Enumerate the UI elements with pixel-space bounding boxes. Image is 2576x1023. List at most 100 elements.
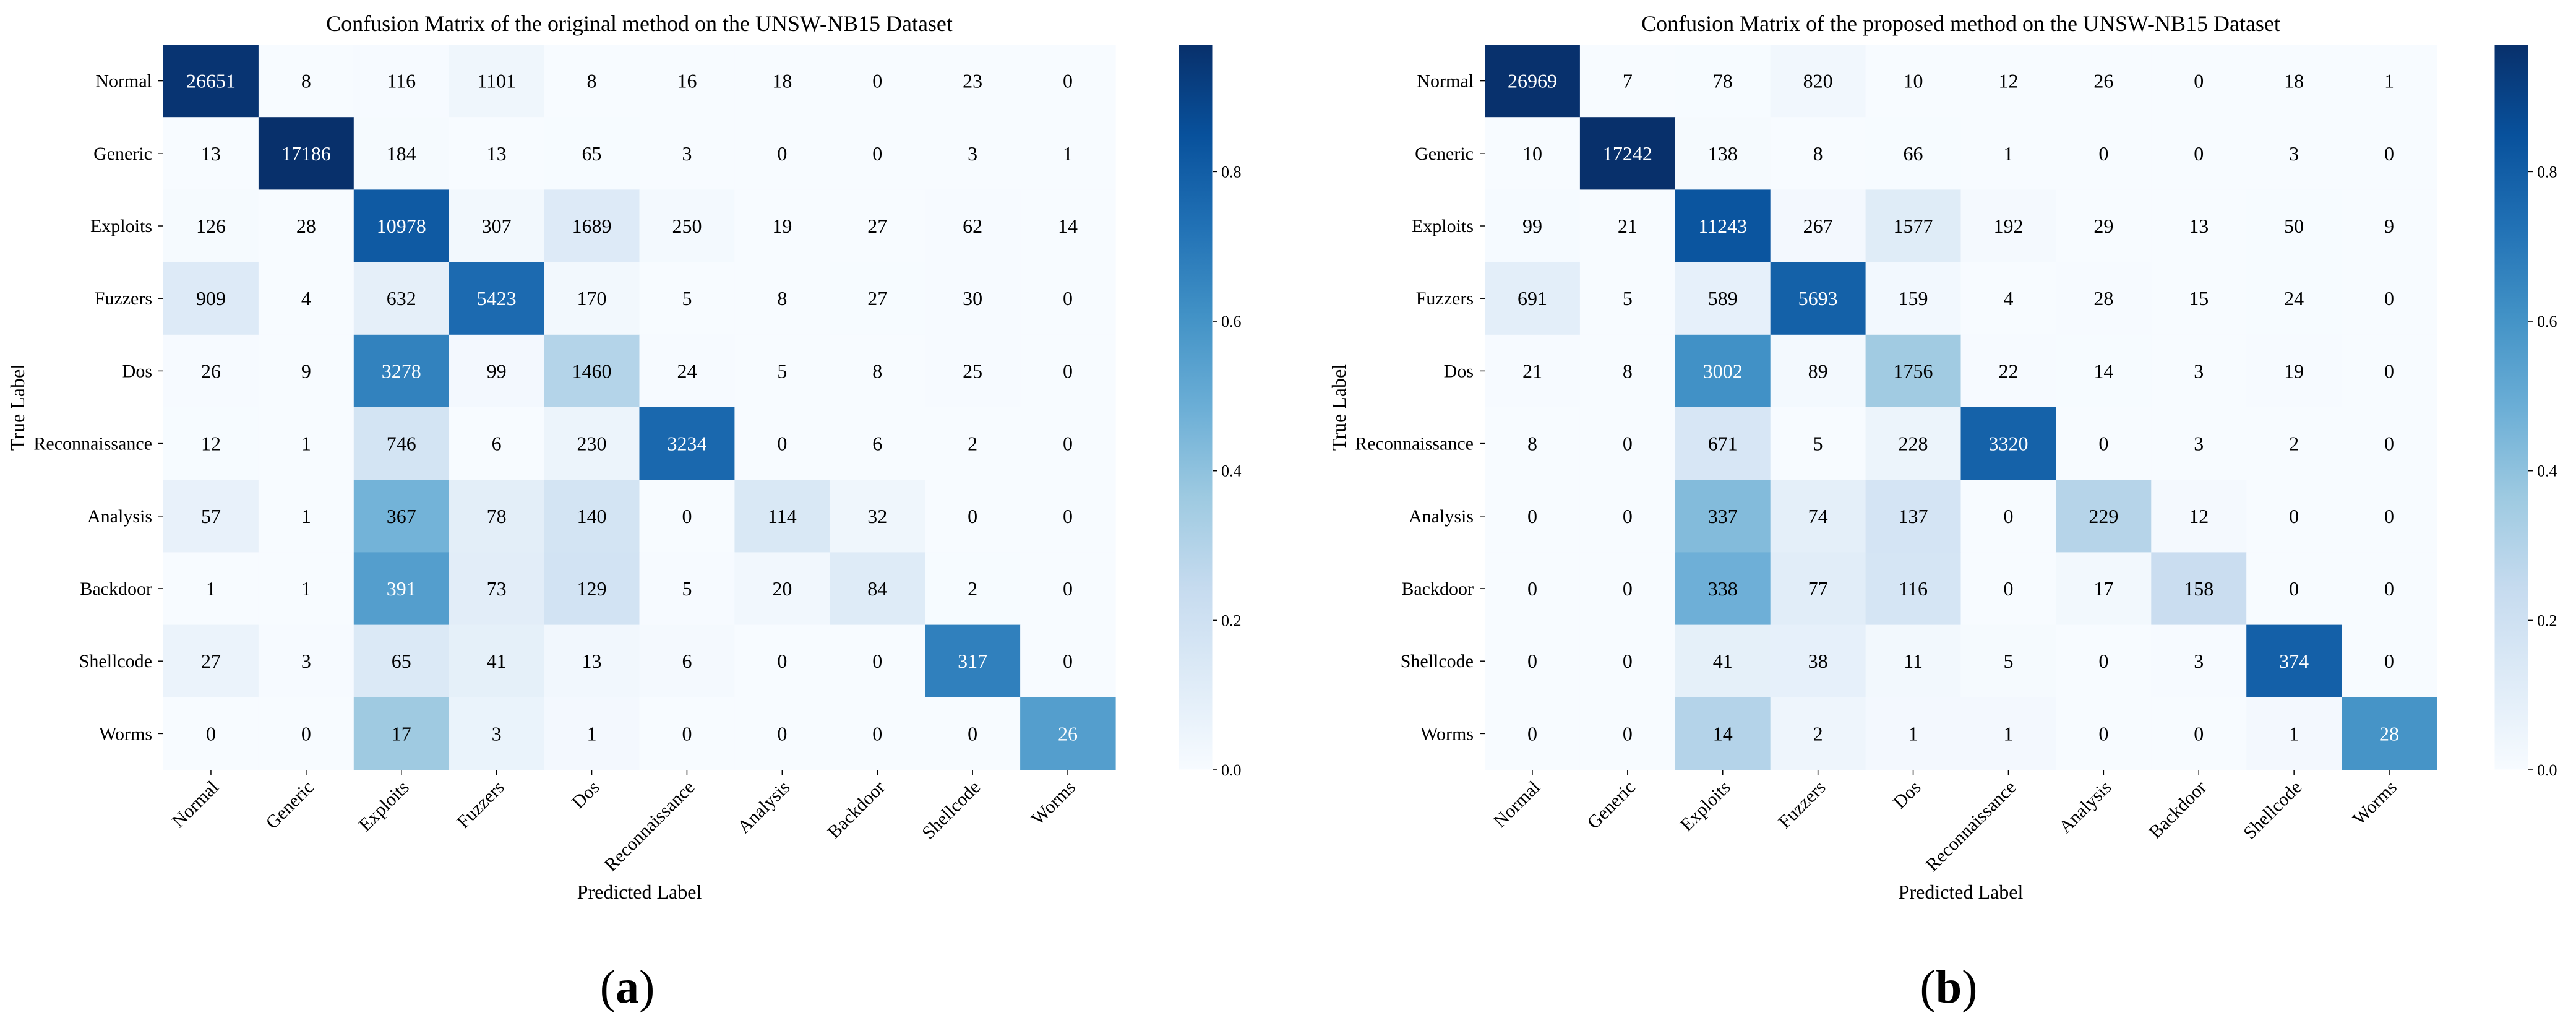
cell-value-label: 0 [1063,505,1073,527]
x-tick-label: Normal [168,777,223,832]
cell-value-label: 0 [2003,577,2013,600]
heatmap-cell [1675,480,1771,553]
cell-value-label: 0 [1623,433,1633,455]
cell-value-label: 2 [1813,722,1823,745]
heatmap-cell [830,480,925,553]
cell-value-label: 27 [867,287,887,309]
heatmap-cell [544,262,640,335]
heatmap-cell [1020,334,1116,408]
cell-value-label: 170 [577,287,607,309]
heatmap-cell [830,552,925,626]
cell-value-label: 317 [958,650,987,672]
cell-value-label: 1 [587,722,597,745]
heatmap-cell [1020,45,1116,118]
cell-value-label: 138 [1708,142,1738,165]
cell-value-label: 13 [487,142,507,165]
cell-value-label: 11243 [1698,215,1747,237]
heatmap-cell [258,480,354,553]
heatmap-cell [2246,552,2342,626]
y-tick-label: Shellcode [1401,651,1474,671]
cell-value-label: 65 [392,650,411,672]
heatmap-cell [163,480,259,553]
x-tick-label: Analysis [734,777,794,838]
heatmap-cell [639,480,735,553]
y-axis-label: True Label [6,364,28,451]
heatmap-cell [830,262,925,335]
y-tick-label: Normal [95,71,152,92]
heatmap-cell [353,480,450,553]
heatmap-cell [1579,480,1676,553]
heatmap-cell [1579,117,1676,190]
colorbar-tick-label: 0.2 [1221,611,1242,629]
heatmap-cell [1960,624,2056,698]
heatmap-cell [544,552,640,626]
x-tick-label: Normal [1490,777,1544,832]
cell-value-label: 0 [2098,722,2108,745]
heatmap-cell [639,407,735,480]
y-tick-label: Backdoor [1401,579,1474,599]
heatmap-cell [163,262,259,335]
heatmap-cell [1960,552,2056,626]
heatmap-cell [1675,697,1771,770]
cell-value-label: 13 [582,650,602,672]
cell-value-label: 374 [2279,650,2309,672]
cell-value-label: 0 [968,722,977,745]
cell-value-label: 1 [2003,142,2013,165]
x-axis-label: Predicted Label [577,881,702,903]
y-tick-label: Shellcode [79,651,152,671]
cell-value-label: 26969 [1508,70,1557,92]
heatmap-cell [163,407,259,480]
chart-title: Confusion Matrix of the original method … [326,11,953,36]
cell-value-label: 228 [1899,433,1928,455]
y-tick-label: Analysis [1409,506,1474,527]
colorbar-tick-label: 0.2 [2537,611,2557,629]
heatmap-cell [1770,117,1866,190]
y-tick-label: Normal [1417,71,1474,92]
cell-value-label: 28 [296,215,316,237]
cell-value-label: 0 [1623,722,1633,745]
cell-value-label: 30 [963,287,982,309]
colorbar-tick-label: 0.0 [2537,761,2557,779]
heatmap-cell [1865,407,1962,480]
cell-value-label: 0 [1063,360,1073,382]
cell-value-label: 5693 [1798,287,1838,309]
cell-value-label: 909 [196,287,226,309]
cell-value-label: 0 [872,722,882,745]
heatmap-cell [1675,117,1771,190]
cell-value-label: 367 [387,505,416,527]
cell-value-label: 3 [968,142,977,165]
x-tick-label: Generic [262,777,317,833]
subcaption: (b) [1920,961,1978,1013]
heatmap-cell [1770,45,1866,118]
y-tick-label: Backdoor [80,579,152,599]
heatmap-cell [449,552,545,626]
cell-value-label: 137 [1899,505,1928,527]
cell-value-label: 6 [682,650,692,672]
cell-value-label: 3320 [1988,433,2028,455]
heatmap-cell [1865,262,1962,335]
cell-value-label: 820 [1803,70,1833,92]
heatmap-cell [734,552,830,626]
panel-b: Confusion Matrix of the proposed method … [1328,11,2557,1013]
heatmap-cell [734,407,830,480]
cell-value-label: 0 [1063,287,1073,309]
cell-value-label: 77 [1808,577,1828,600]
cell-value-label: 4 [2003,287,2013,309]
cell-value-label: 114 [768,505,797,527]
cell-value-label: 5 [682,577,692,600]
cell-value-label: 116 [387,70,416,92]
cell-value-label: 0 [1623,577,1633,600]
heatmap-cell [353,262,450,335]
heatmap-cell [925,624,1021,698]
cell-value-label: 0 [1623,505,1633,527]
heatmap-cell [258,407,354,480]
heatmap-cell [258,45,354,118]
cell-value-label: 18 [772,70,792,92]
cell-value-label: 23 [963,70,982,92]
x-axis-label: Predicted Label [1899,881,2024,903]
cell-value-label: 65 [582,142,602,165]
cell-value-label: 17242 [1603,142,1652,165]
cell-value-label: 589 [1708,287,1738,309]
x-tick-label: Backdoor [823,777,889,843]
heatmap-cell [1579,624,1676,698]
